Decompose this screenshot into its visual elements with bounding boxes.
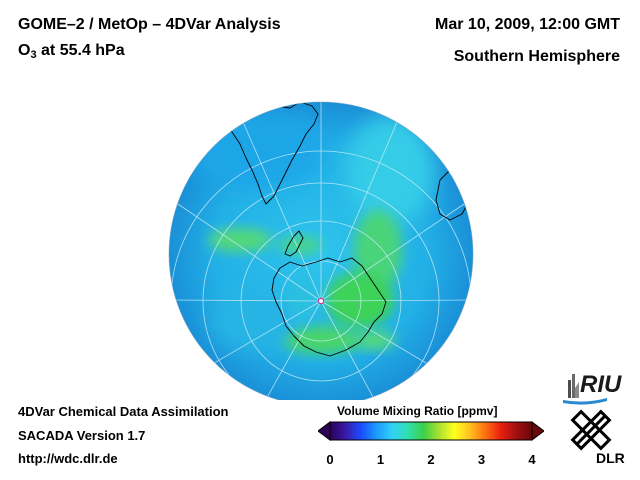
- footer-line-url: http://wdc.dlr.de: [18, 451, 118, 466]
- colorbar-title: Volume Mixing Ratio [ppmv]: [337, 404, 498, 418]
- species-subscript: 3: [30, 49, 37, 61]
- species-prefix: O: [18, 42, 31, 59]
- riu-logo-text: RIU: [580, 371, 622, 398]
- colorbar-high-arrow: [531, 421, 544, 441]
- australia-coast: [431, 363, 473, 400]
- graticule: [169, 102, 473, 400]
- colorbar-tick-label: 1: [376, 452, 385, 467]
- colorbar-tick-label: 3: [477, 452, 486, 467]
- footer-line-version: SACADA Version 1.7: [18, 428, 146, 443]
- species-label: O3 at 55.4 hPa: [18, 42, 125, 61]
- antarctic-peninsula: [284, 230, 304, 257]
- colorbar-low-arrow: [318, 421, 331, 441]
- species-suffix: at 55.4 hPa: [36, 42, 125, 59]
- antarctica-coast: [271, 257, 387, 357]
- colorbar-gradient: [329, 421, 533, 441]
- footer-line-assimilation: 4DVar Chemical Data Assimilation: [18, 404, 229, 419]
- colorbar-tick-label: 2: [427, 452, 435, 467]
- south-pole-marker: [317, 297, 325, 305]
- map-title: GOME–2 / MetOp – 4DVar Analysis: [18, 16, 281, 33]
- dlr-logo-text: DLR: [596, 450, 625, 466]
- colorbar-tick-label: 0: [326, 452, 334, 467]
- colorbar: [318, 421, 544, 441]
- colorbar-tick-label: 4: [528, 452, 536, 467]
- datetime-label: Mar 10, 2009, 12:00 GMT: [435, 16, 620, 33]
- riu-logo-mark: [563, 374, 607, 405]
- logos: [563, 374, 612, 451]
- ozone-globe-map: [168, 101, 474, 400]
- dlr-logo-mark: [570, 409, 612, 451]
- hemisphere-label: Southern Hemisphere: [453, 48, 620, 65]
